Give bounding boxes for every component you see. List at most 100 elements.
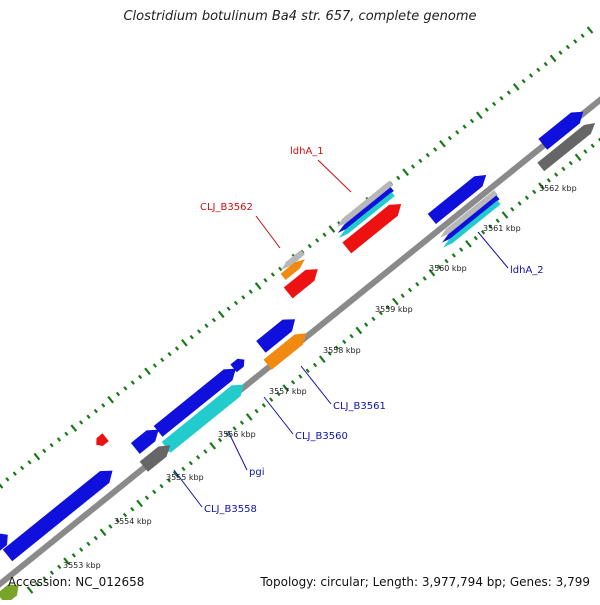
outer-tick [167, 351, 172, 357]
inner-tick [172, 470, 180, 479]
inner-tick [422, 276, 427, 281]
outer-tick [79, 420, 84, 425]
inner-tick [305, 368, 310, 374]
outer-tick [410, 164, 416, 169]
inner-tick [49, 570, 55, 575]
outer-tick [455, 130, 460, 135]
inner-tick-track [26, 137, 600, 594]
outer-tick [418, 158, 423, 164]
genome-summary-text: Topology: circular; Length: 3,977,794 bp… [260, 575, 590, 589]
inner-tick [407, 287, 413, 293]
callout-leader [227, 430, 248, 471]
outer-tick [123, 386, 128, 391]
outer-tick [315, 238, 320, 243]
accession-text: Accession: NC_012658 [8, 575, 145, 589]
inner-tick [318, 355, 326, 364]
ruler-label: 3554 kbp [114, 517, 152, 526]
gene-label: CLJ_B3560 [295, 431, 348, 442]
gene-arrow-blue [538, 111, 584, 150]
inner-tick [282, 384, 290, 392]
inner-tick [385, 305, 391, 310]
outer-tick [536, 67, 541, 73]
inner-tick [473, 235, 478, 241]
inner-tick [35, 581, 40, 587]
outer-tick [254, 282, 262, 290]
inner-tick [524, 195, 530, 200]
outer-tick [174, 346, 180, 351]
inner-tick [451, 253, 456, 258]
inner-tick [568, 160, 573, 166]
callout-leader [300, 365, 332, 405]
callout-leader [317, 159, 352, 193]
outer-tick [211, 317, 216, 323]
inner-tick [392, 297, 399, 306]
outer-tick [226, 306, 231, 311]
inner-tick [298, 374, 303, 379]
gene-arrow-green [0, 584, 19, 605]
outer-tick [506, 90, 511, 95]
gene-arrow-orange [280, 259, 305, 280]
ruler-label: 3556 kbp [218, 430, 256, 439]
outer-tick [27, 460, 32, 465]
inner-tick [108, 524, 113, 529]
gene-arrow-cyan [338, 192, 395, 238]
gene-label: ldhA_2 [510, 265, 544, 276]
outer-tick [138, 374, 143, 380]
gene-arrow-orange [263, 333, 307, 370]
outer-tick [130, 380, 135, 385]
inner-tick [400, 293, 405, 299]
gene-callouts: ldhA_1 CLJ_B3562 ldhA_2 CLJ_B3561 CLJ_B3560p… [173, 146, 544, 515]
outer-tick [217, 310, 225, 319]
outer-tick [492, 101, 497, 107]
outer-tick [270, 272, 275, 277]
gene-arrow-blue [0, 533, 8, 551]
inner-tick [276, 391, 281, 397]
inner-tick [166, 478, 171, 483]
inner-tick [144, 495, 150, 500]
inner-tick [538, 182, 545, 190]
inner-tick [57, 564, 62, 570]
gene-arrow-gray [139, 445, 171, 472]
outer-tick [573, 39, 578, 44]
outer-tick [499, 96, 504, 101]
inner-tick [597, 137, 600, 142]
inner-tick [364, 322, 369, 327]
inner-tick [159, 483, 164, 489]
gene-arrow-gray [537, 123, 596, 172]
outer-tick [328, 225, 336, 233]
gene-arrow-silver [336, 180, 394, 227]
inner-tick [209, 441, 217, 450]
outer-tick [12, 471, 17, 476]
inner-tick [532, 189, 537, 195]
inner-tick [232, 426, 237, 431]
gene-arrow-cyan [443, 200, 501, 248]
inner-tick [480, 230, 486, 235]
ruler-label: 3559 kbp [375, 305, 413, 314]
inner-tick [42, 576, 47, 581]
inner-tick [217, 437, 223, 443]
outer-tick [521, 78, 526, 84]
inner-tick [355, 326, 363, 335]
inner-tick [312, 362, 318, 368]
inner-tick [590, 143, 595, 149]
gene-arrow-blue [230, 358, 245, 373]
inner-tick [181, 466, 186, 472]
outer-tick [101, 403, 106, 408]
gene-arrow-silver [281, 249, 305, 270]
outer-tick [543, 61, 548, 67]
outer-tick [433, 147, 438, 152]
outer-tick [70, 424, 78, 432]
inner-tick [195, 455, 201, 460]
outer-tick [549, 54, 557, 63]
gene-arrow-silver [440, 190, 498, 238]
outer-tick [56, 437, 62, 442]
inner-tick [371, 316, 376, 322]
outer-tick [20, 465, 25, 471]
inner-tick [261, 403, 266, 408]
gene-arrow-blue [337, 187, 394, 233]
ruler-label: 3562 kbp [539, 184, 577, 193]
ruler-label: 3560 kbp [429, 264, 467, 273]
inner-tick [510, 206, 515, 212]
inner-tick [99, 528, 107, 537]
gene-arrow-red [342, 204, 402, 254]
